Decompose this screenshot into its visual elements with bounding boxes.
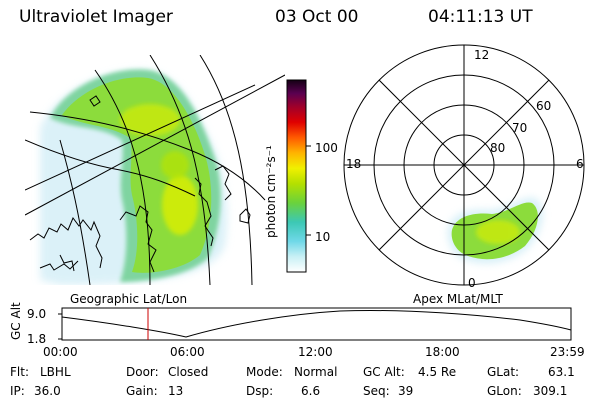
altitude-ytick-1-8: 1.8 [27,332,47,346]
time-label: 04:11:13 UT [428,7,533,27]
gain-value: 13 [168,384,184,398]
glat-label: GLat: [487,365,520,379]
gc-alt-value: 4.5 Re [418,365,457,379]
glat-value: 63.1 [548,365,575,379]
altitude-plot [58,307,572,341]
dsp-label: Dsp: [246,384,274,398]
colorbar [286,79,311,273]
mode-value: Normal [294,365,338,379]
seq-label: Seq: [363,384,390,398]
altitude-ylabel: GC Alt [9,302,23,340]
dsp-value: 6.6 [301,384,321,398]
flt-value: LBHL [40,365,71,379]
door-label: Door: [126,365,159,379]
mlat-label-60: 60 [536,99,552,113]
app-title: Ultraviolet Imager [19,7,173,27]
mode-label: Mode: [246,365,283,379]
mlat-label-70: 70 [512,121,528,135]
gain-label: Gain: [126,384,158,398]
colorbar-unit-label: photon cm⁻²s⁻¹ [264,145,278,238]
glon-label: GLon: [487,384,522,398]
mlt-label-0: 0 [468,276,476,290]
altitude-xtick-0000: 00:00 [43,345,78,359]
altitude-xtick-0600: 06:00 [170,345,205,359]
ip-label: IP: [10,384,25,398]
mlt-label-12: 12 [474,48,490,62]
mlt-label-6: 6 [576,157,584,171]
mlat-label-80: 80 [490,141,506,155]
date-label: 03 Oct 00 [275,7,359,27]
seq-value: 39 [398,384,414,398]
glon-value: 309.1 [533,384,568,398]
door-value: Closed [168,365,209,379]
polar-plot [343,44,585,286]
geographic-image [25,55,285,285]
altitude-xtick-1200: 12:00 [298,345,333,359]
colorbar-tick-100: 100 [315,141,338,155]
altitude-xtick-2359: 23:59 [550,345,585,359]
flt-label: Flt: [10,365,29,379]
altitude-xtick-1800: 18:00 [425,345,460,359]
geographic-caption: Geographic Lat/Lon [70,292,188,306]
altitude-ytick-9: 9.0 [27,307,47,321]
apex-caption: Apex MLat/MLT [413,292,503,306]
colorbar-tick-10: 10 [315,230,331,244]
mlt-label-18: 18 [346,157,362,171]
gc-alt-label: GC Alt: [363,365,405,379]
ip-value: 36.0 [34,384,61,398]
